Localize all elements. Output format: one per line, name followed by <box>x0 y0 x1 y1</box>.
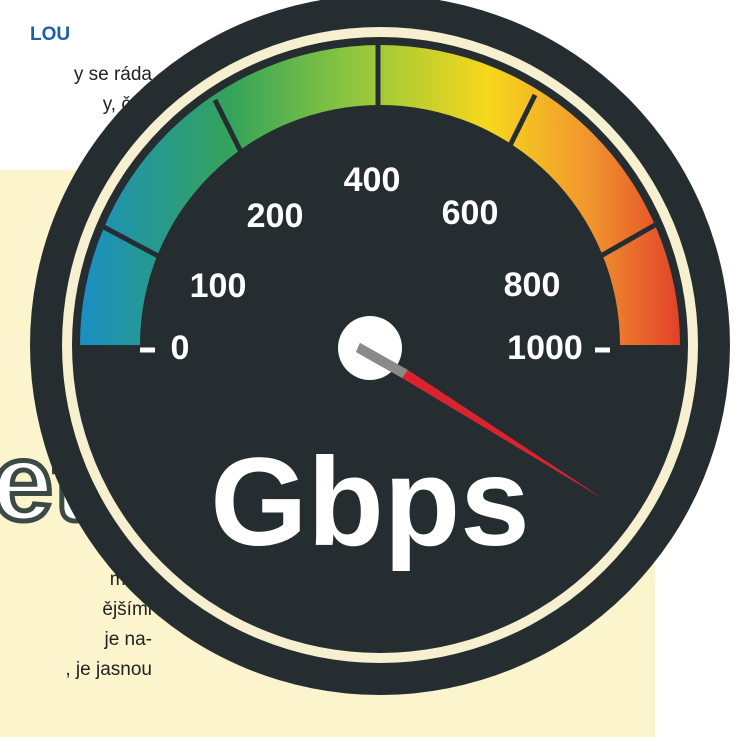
gauge-label: 600 <box>442 194 499 232</box>
page: LOU y se ráda y, čítá et mení ějšími je … <box>0 0 738 737</box>
page-canvas: LOU y se ráda y, čítá et mení ějšími je … <box>0 0 738 737</box>
section-label: LOU <box>30 24 70 45</box>
gauge-label: 400 <box>344 161 401 199</box>
gauge-label: 100 <box>190 267 247 305</box>
gauge: 0 100 200 400 600 800 1000 Gbps <box>30 0 730 695</box>
text-line: je na- <box>103 629 152 650</box>
text-line: , je jasnou <box>65 659 152 680</box>
gauge-label: 800 <box>504 266 561 304</box>
unit: Gbps <box>210 433 529 572</box>
gauge-label: 0 <box>171 329 190 367</box>
gauge-label: 200 <box>247 197 304 235</box>
text-line: y se ráda <box>74 64 153 85</box>
gauge-label: 1000 <box>507 329 583 367</box>
